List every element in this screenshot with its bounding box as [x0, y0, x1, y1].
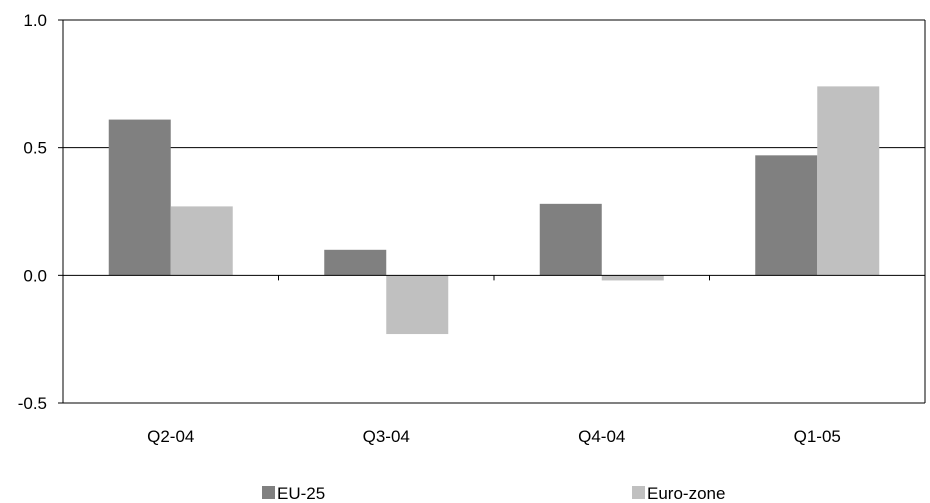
x-category-label: Q4-04 [578, 427, 625, 446]
x-category-label: Q1-05 [794, 427, 841, 446]
bar-eu-25-q2-04 [108, 119, 171, 276]
labels: 1.0 0.5 0.0 -0.5 Q2-04 Q3-04 Q4-04 Q1-05 [18, 11, 841, 446]
legend-swatch [632, 486, 645, 499]
gridlines [63, 19, 925, 149]
x-category-label: Q2-04 [147, 427, 194, 446]
bar-eu-25-q3-04 [324, 249, 387, 276]
legend-label: EU-25 [277, 484, 325, 503]
legend: EU-25 Euro-zone [262, 484, 725, 503]
y-tick-label: 0.5 [23, 139, 47, 158]
legend-label: Euro-zone [647, 484, 725, 503]
bar-euro-zone-q4-04 [601, 275, 664, 281]
y-tick-label: 1.0 [23, 11, 47, 30]
bar-eu-25-q4-04 [539, 203, 602, 276]
bar-eu-25-q1-05 [755, 155, 818, 276]
axes [58, 19, 926, 404]
bar-euro-zone-q3-04 [386, 275, 449, 335]
y-tick-label: 0.0 [23, 266, 47, 285]
bars [108, 86, 880, 335]
bar-euro-zone-q1-05 [817, 86, 880, 276]
legend-swatch [262, 486, 275, 499]
bar-euro-zone-q2-04 [170, 206, 233, 276]
x-category-label: Q3-04 [363, 427, 410, 446]
y-tick-label: -0.5 [18, 394, 47, 413]
